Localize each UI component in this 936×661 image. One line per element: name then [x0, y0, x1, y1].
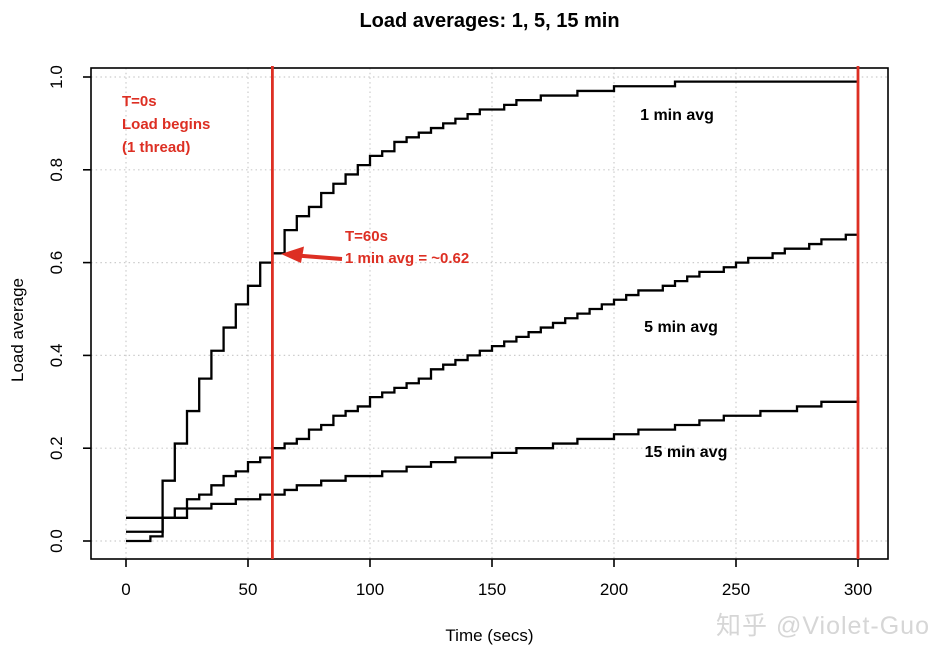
annotation-load-begins: T=0s Load begins (1 thread): [122, 90, 210, 159]
watermark-zhihu: 知乎 @Violet-Guo: [716, 612, 930, 640]
axis-ticks: [83, 76, 859, 567]
chart-title: Load averages: 1, 5, 15 min: [359, 10, 620, 32]
curve-label-15min: 15 min avg: [644, 444, 728, 461]
annotation-load-begins-line3: (1 thread): [122, 139, 191, 156]
series-line-15-min-avg: [126, 397, 860, 519]
series-line-5-min-avg: [126, 233, 858, 533]
y-tick-label: 0.0: [47, 529, 66, 553]
y-tick-label: 0.8: [47, 158, 66, 182]
annotation-load-begins-line2: Load begins: [122, 116, 211, 133]
series-line-1-min-avg: [126, 80, 858, 543]
annotation-arrow: [281, 246, 343, 263]
curve-label-5min: 5 min avg: [644, 319, 718, 336]
y-tick-label: 0.4: [47, 344, 66, 368]
y-tick-label: 0.2: [47, 436, 66, 460]
x-axis-label: Time (secs): [445, 626, 534, 645]
x-tick-label: 0: [121, 580, 130, 599]
x-tick-label: 150: [478, 580, 506, 599]
y-tick-label: 1.0: [47, 65, 66, 89]
y-axis-label: Load average: [8, 278, 27, 382]
curve-label-1min: 1 min avg: [640, 107, 714, 124]
axis-tick-labels: 0 50 100 150 200 250 300 0.0 0.2 0.4 0.6 0.8 1.0: [47, 65, 872, 599]
x-tick-label: 200: [600, 580, 628, 599]
x-tick-label: 250: [722, 580, 750, 599]
plot-frame: [90, 67, 889, 560]
annotation-t60-line1: T=60s: [345, 228, 388, 245]
x-tick-label: 50: [239, 580, 258, 599]
x-tick-label: 300: [844, 580, 872, 599]
y-tick-label: 0.6: [47, 251, 66, 275]
annotation-load-begins-line1: T=0s: [122, 93, 157, 110]
annotation-t60-value: T=60s 1 min avg = ~0.62: [345, 226, 469, 270]
x-tick-label: 100: [356, 580, 384, 599]
annotation-t60-line2: 1 min avg = ~0.62: [345, 250, 470, 267]
